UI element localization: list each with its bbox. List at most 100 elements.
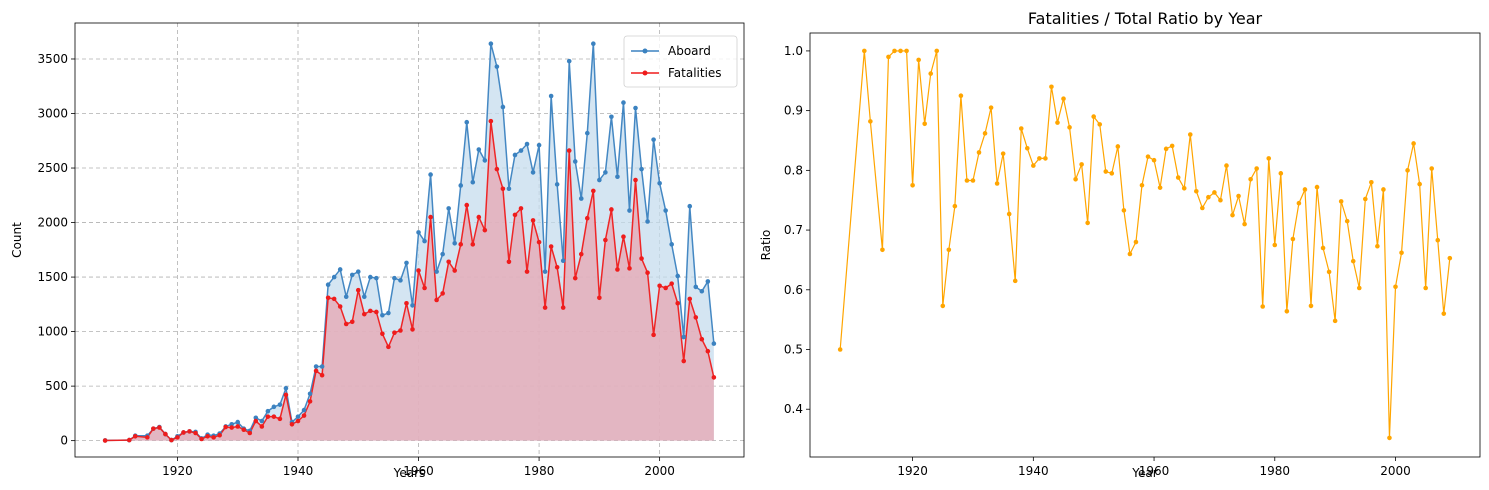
ratio-point [1248, 177, 1253, 182]
point-aboard [687, 203, 693, 209]
ratio-point [1043, 156, 1048, 161]
ratio-point [1381, 187, 1386, 192]
ratio-point [1363, 196, 1368, 202]
point-fatalities [169, 437, 174, 443]
point-aboard [410, 303, 415, 308]
ratio-point [994, 181, 1000, 186]
ratio-point [1024, 145, 1030, 151]
point-fatalities [181, 430, 186, 435]
ratio-point [1212, 190, 1217, 195]
right-y-tick-label: 0.4 [784, 402, 803, 416]
point-fatalities [241, 427, 247, 433]
point-aboard [578, 196, 584, 201]
point-fatalities [627, 266, 632, 271]
ratio-point [1344, 218, 1350, 224]
point-aboard [307, 391, 313, 397]
right-chart-title: Fatalities / Total Ratio by Year [1028, 9, 1263, 28]
point-fatalities [536, 239, 542, 245]
right-x-axis-label: Year [1131, 466, 1157, 480]
point-fatalities [488, 118, 494, 124]
left-x-ticks: 1920 1940 1960 1980 2000 [162, 457, 675, 478]
ratio-point [1218, 197, 1223, 203]
ratio-point [1423, 285, 1428, 291]
point-fatalities [126, 437, 132, 443]
point-aboard [651, 137, 656, 142]
ratio-point [898, 48, 903, 54]
ratio-point [1206, 194, 1211, 200]
point-fatalities [253, 418, 259, 424]
ratio-point [1079, 162, 1084, 167]
ratio-point [910, 182, 915, 188]
point-aboard [343, 294, 349, 300]
right-y-tick-label: 0.7 [784, 223, 803, 237]
ratio-point [1169, 143, 1175, 149]
legend-label-aboard: Aboard [668, 44, 711, 58]
ratio-point [1308, 303, 1314, 309]
ratio-point [952, 203, 958, 209]
point-aboard [566, 58, 572, 64]
point-aboard [398, 278, 403, 283]
point-aboard [584, 130, 590, 136]
point-aboard [591, 41, 596, 47]
point-fatalities [102, 438, 108, 443]
point-fatalities [277, 416, 283, 422]
point-fatalities [464, 202, 470, 208]
point-fatalities [343, 321, 349, 327]
ratio-point [1194, 188, 1199, 194]
point-fatalities [440, 291, 445, 296]
ratio-point [1302, 187, 1308, 192]
ratio-point [1037, 156, 1042, 161]
point-fatalities [693, 315, 699, 320]
ratio-point [1332, 318, 1338, 324]
point-aboard [669, 242, 674, 247]
point-aboard [560, 258, 566, 264]
point-aboard [313, 364, 319, 369]
point-fatalities [458, 242, 464, 247]
point-aboard [705, 279, 711, 284]
point-fatalities [434, 297, 439, 303]
ratio-point [1073, 177, 1078, 182]
ratio-point [1018, 126, 1024, 131]
point-fatalities [247, 430, 253, 436]
point-fatalities [301, 413, 307, 418]
ratio-point [1429, 166, 1435, 171]
ratio-point [1411, 141, 1416, 146]
ratio-point [1061, 96, 1066, 101]
right-x-tick-label: 2000 [1380, 464, 1411, 478]
point-aboard [657, 180, 662, 186]
point-aboard [615, 174, 620, 180]
ratio-point [1055, 120, 1060, 125]
right-y-tick-label: 0.9 [784, 104, 803, 118]
point-fatalities [157, 425, 162, 430]
ratio-point [970, 178, 976, 183]
legend-frame [623, 35, 738, 88]
left-plot-frame [74, 22, 745, 458]
ratio-point [1121, 208, 1127, 213]
ratio-point [976, 150, 982, 155]
point-aboard [404, 260, 409, 266]
point-fatalities [211, 435, 216, 440]
point-aboard [506, 186, 512, 192]
ratio-point [1085, 220, 1090, 226]
point-aboard [627, 208, 632, 213]
point-fatalities [687, 296, 693, 302]
point-aboard [434, 269, 439, 274]
point-fatalities [416, 268, 421, 273]
point-aboard [645, 219, 650, 224]
point-fatalities [187, 429, 192, 434]
point-aboard [440, 251, 445, 257]
point-fatalities [476, 214, 482, 220]
point-fatalities [193, 430, 198, 436]
point-fatalities [368, 308, 373, 314]
left-x-tick-label: 1920 [162, 464, 193, 478]
point-fatalities [675, 300, 681, 306]
right-y-tick-label: 0.5 [784, 343, 803, 357]
point-fatalities [217, 432, 222, 438]
left-x-tick-label: 1940 [283, 464, 314, 478]
point-fatalities [235, 424, 241, 429]
ratio-point [1175, 175, 1181, 180]
point-fatalities [295, 418, 301, 424]
left-y-tick-label: 3000 [37, 107, 68, 121]
point-aboard [337, 267, 343, 272]
